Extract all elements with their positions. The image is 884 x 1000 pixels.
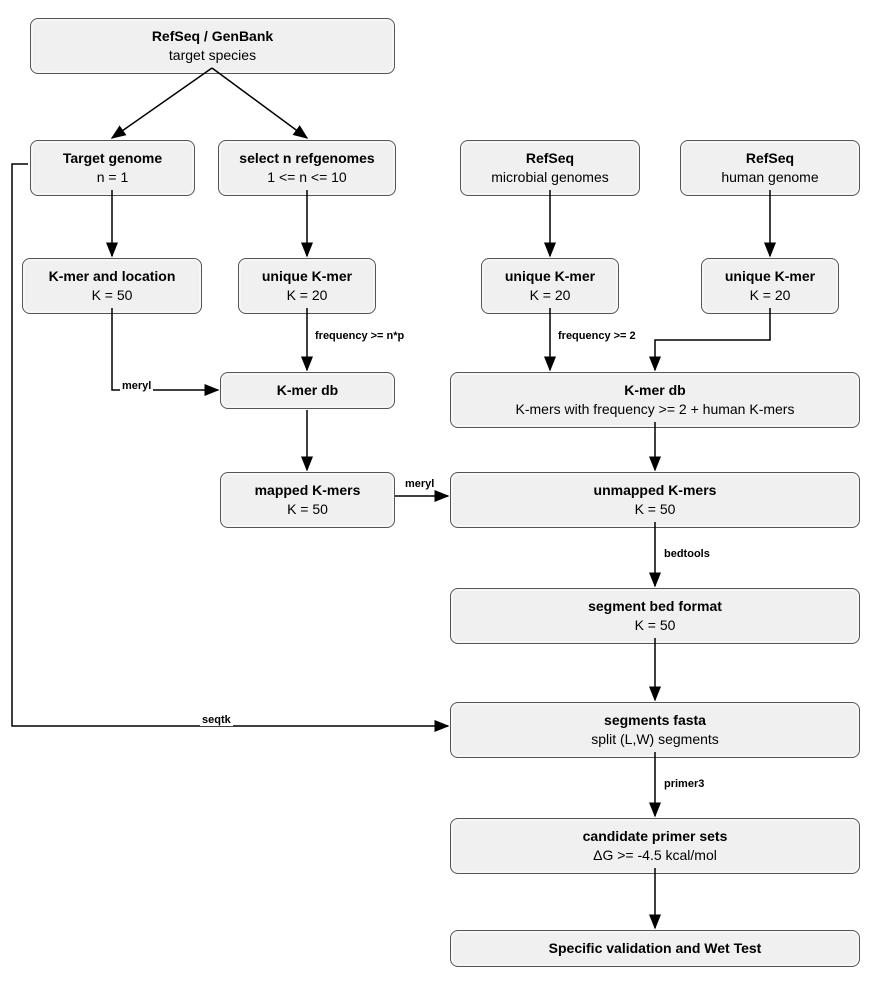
node-sub: target species: [43, 46, 382, 65]
node-refseq-microbial: RefSeq microbial genomes: [460, 140, 640, 196]
node-title: RefSeq: [473, 149, 627, 168]
node-title: K-mer db: [463, 381, 847, 400]
node-segments-fasta: segments fasta split (L,W) segments: [450, 702, 860, 758]
node-title: K-mer db: [233, 381, 382, 400]
node-title: unique K-mer: [494, 267, 606, 286]
node-sub: K = 50: [463, 616, 847, 635]
node-title: mapped K-mers: [233, 481, 382, 500]
node-sub: ΔG >= -4.5 kcal/mol: [463, 846, 847, 865]
node-sub: split (L,W) segments: [463, 730, 847, 749]
node-sub: K = 50: [233, 500, 382, 519]
node-target-genome: Target genome n = 1: [30, 140, 195, 196]
node-unique-kmer-mid: unique K-mer K = 20: [481, 258, 619, 314]
node-refseq-human: RefSeq human genome: [680, 140, 860, 196]
edge-label-freq-np: frequency >= n*p: [313, 330, 406, 342]
node-sub: K = 50: [35, 286, 189, 305]
node-sub: K-mers with frequency >= 2 + human K-mer…: [463, 400, 847, 419]
node-title: unique K-mer: [251, 267, 363, 286]
node-sub: 1 <= n <= 10: [231, 168, 383, 187]
node-unique-kmer-right: unique K-mer K = 20: [701, 258, 839, 314]
node-validation: Specific validation and Wet Test: [450, 930, 860, 967]
node-title: RefSeq: [693, 149, 847, 168]
node-title: select n refgenomes: [231, 149, 383, 168]
node-unmapped-kmers: unmapped K-mers K = 50: [450, 472, 860, 528]
node-sub: n = 1: [43, 168, 182, 187]
node-title: K-mer and location: [35, 267, 189, 286]
node-title: Specific validation and Wet Test: [463, 939, 847, 958]
edge-label-freq-2: frequency >= 2: [556, 330, 638, 342]
node-sub: microbial genomes: [473, 168, 627, 187]
edge-label-meryl1: meryl: [120, 380, 153, 392]
node-title: unique K-mer: [714, 267, 826, 286]
node-kmer-location: K-mer and location K = 50: [22, 258, 202, 314]
node-candidate-primers: candidate primer sets ΔG >= -4.5 kcal/mo…: [450, 818, 860, 874]
edge-label-bedtools: bedtools: [662, 548, 712, 560]
node-sub: K = 50: [463, 500, 847, 519]
node-sub: K = 20: [494, 286, 606, 305]
node-sub: K = 20: [251, 286, 363, 305]
node-title: unmapped K-mers: [463, 481, 847, 500]
node-sub: K = 20: [714, 286, 826, 305]
node-refseq-genbank: RefSeq / GenBank target species: [30, 18, 395, 74]
node-select-refgenomes: select n refgenomes 1 <= n <= 10: [218, 140, 396, 196]
node-title: Target genome: [43, 149, 182, 168]
node-title: candidate primer sets: [463, 827, 847, 846]
node-title: segments fasta: [463, 711, 847, 730]
node-sub: human genome: [693, 168, 847, 187]
node-kmer-db-left: K-mer db: [220, 372, 395, 409]
edge-label-meryl2: meryl: [403, 478, 436, 490]
edge-label-primer3: primer3: [662, 778, 706, 790]
node-mapped-kmers: mapped K-mers K = 50: [220, 472, 395, 528]
node-segment-bed: segment bed format K = 50: [450, 588, 860, 644]
node-title: RefSeq / GenBank: [43, 27, 382, 46]
edge-label-seqtk: seqtk: [200, 714, 233, 726]
node-unique-kmer-left: unique K-mer K = 20: [238, 258, 376, 314]
node-title: segment bed format: [463, 597, 847, 616]
node-kmer-db-right: K-mer db K-mers with frequency >= 2 + hu…: [450, 372, 860, 428]
